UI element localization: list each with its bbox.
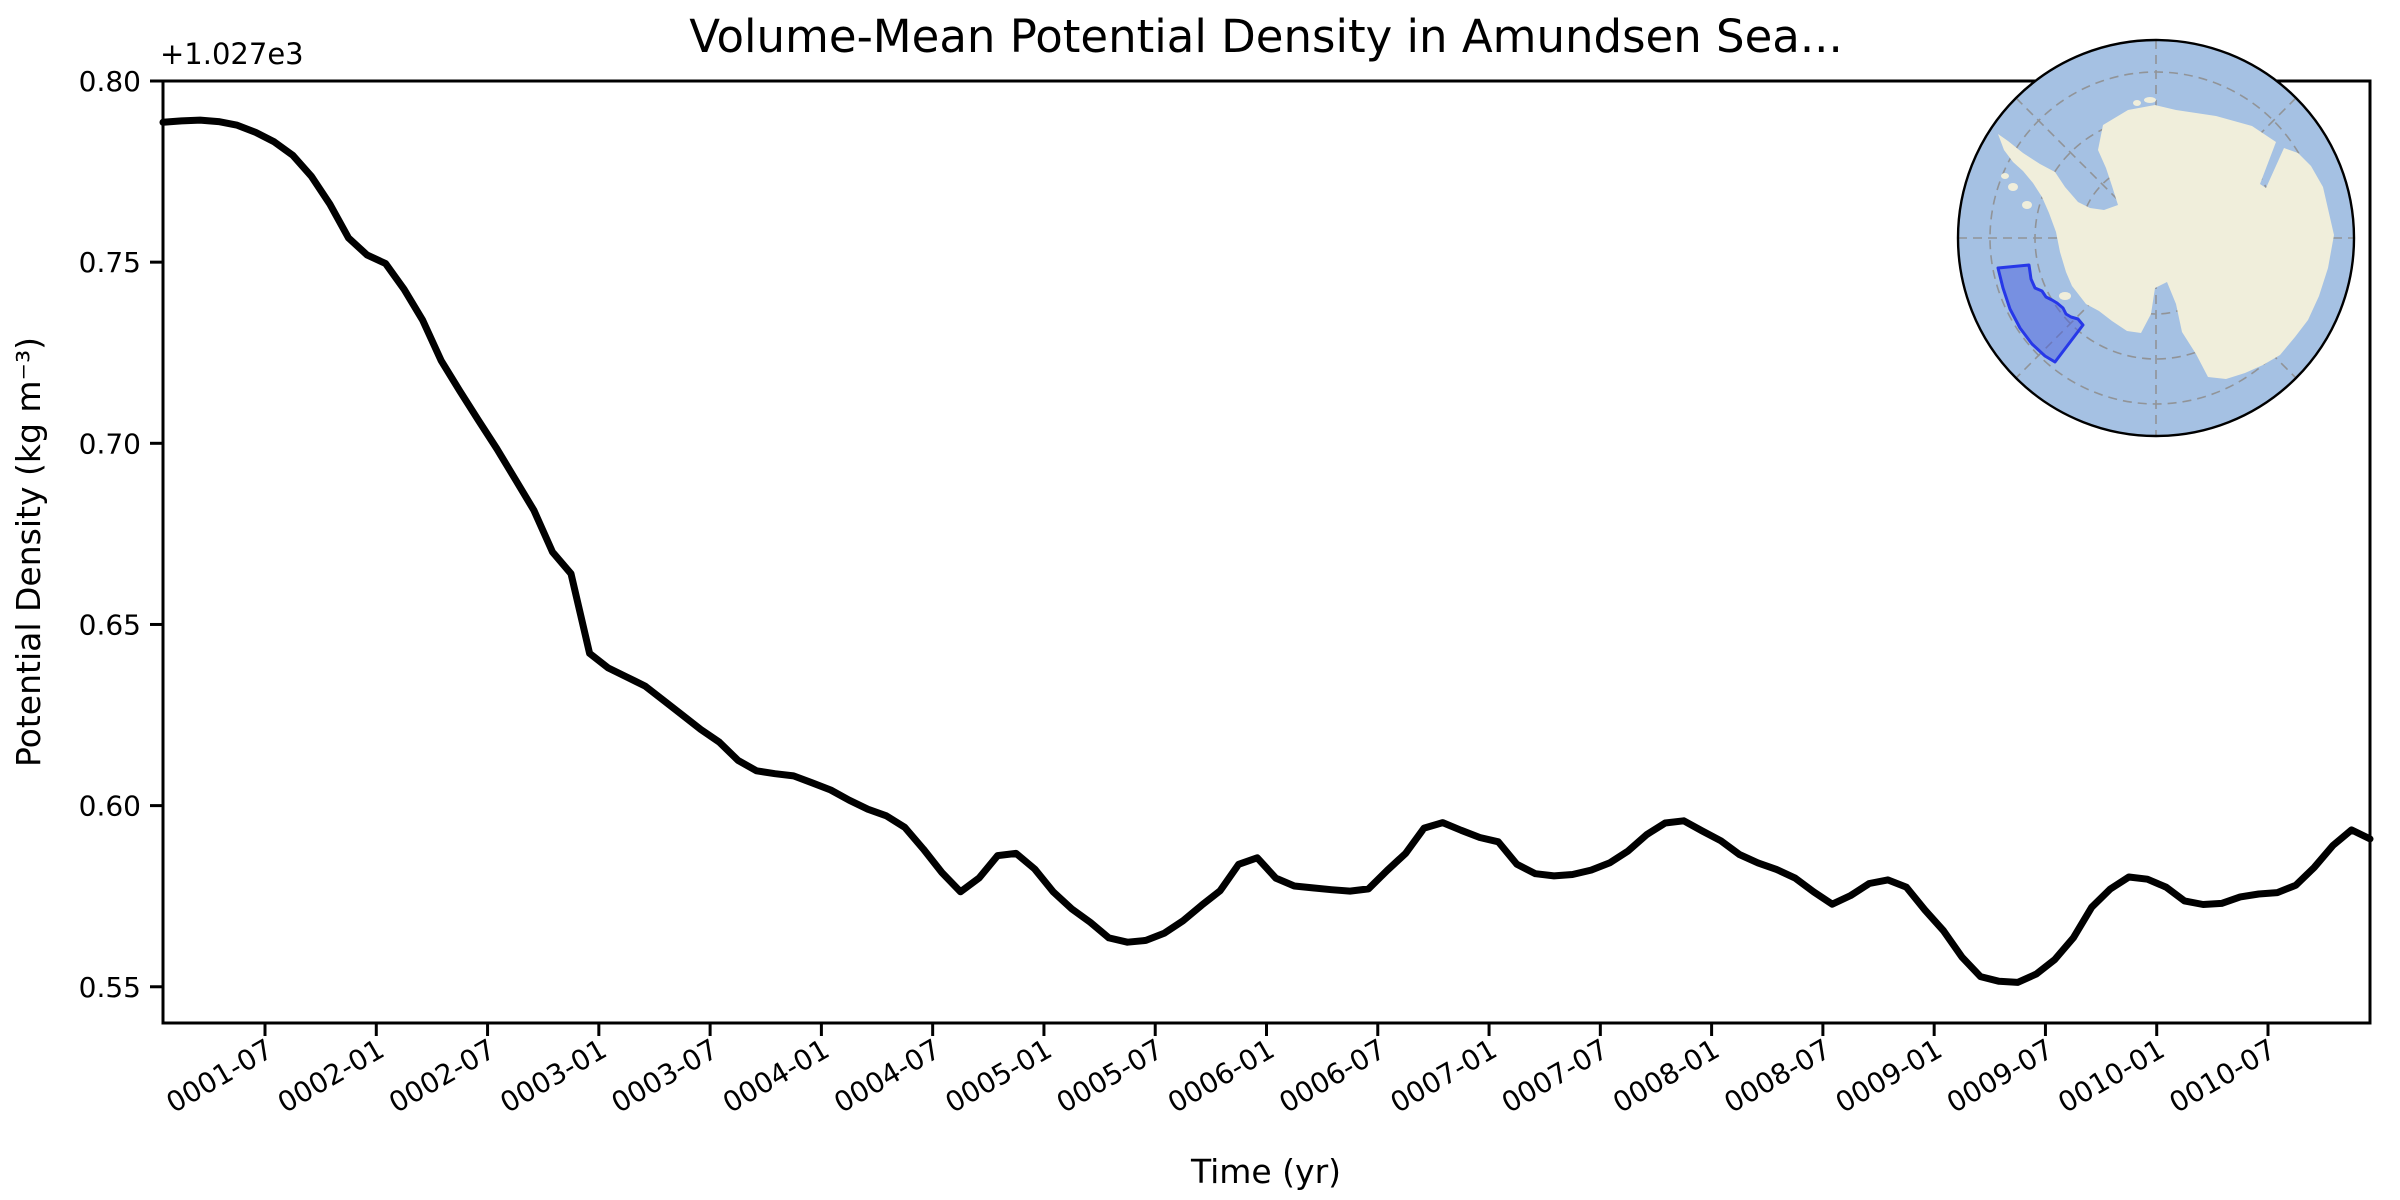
chart-title: Volume-Mean Potential Density in Amundse… xyxy=(689,10,1843,63)
island xyxy=(2022,201,2032,209)
map-content xyxy=(1959,41,2353,435)
island xyxy=(2133,100,2141,106)
island xyxy=(2008,183,2018,191)
island xyxy=(2001,173,2009,179)
antarctica-landmass xyxy=(1998,105,2334,379)
y-tick-label: 0.80 xyxy=(79,65,141,98)
y-tick-label: 0.60 xyxy=(79,790,141,823)
x-axis-label: Time (yr) xyxy=(1190,1152,1341,1191)
island xyxy=(2059,292,2071,300)
y-tick-label: 0.55 xyxy=(79,971,141,1004)
inset-map-group xyxy=(1956,38,2356,438)
y-axis-label: Potential Density (kg m⁻³) xyxy=(9,337,48,767)
y-tick-label: 0.75 xyxy=(79,246,141,279)
y-tick-label: 0.70 xyxy=(79,427,141,460)
island xyxy=(2144,97,2156,103)
y-tick-label: 0.65 xyxy=(79,608,141,641)
map-border xyxy=(1956,38,2356,438)
y-axis: 0.55 0.60 0.65 0.70 0.75 0.80 xyxy=(79,65,163,1004)
inset-map xyxy=(1956,38,2356,438)
y-axis-offset-text: +1.027e3 xyxy=(160,37,304,71)
region-highlight xyxy=(1996,263,2085,364)
density-line xyxy=(159,116,2374,986)
